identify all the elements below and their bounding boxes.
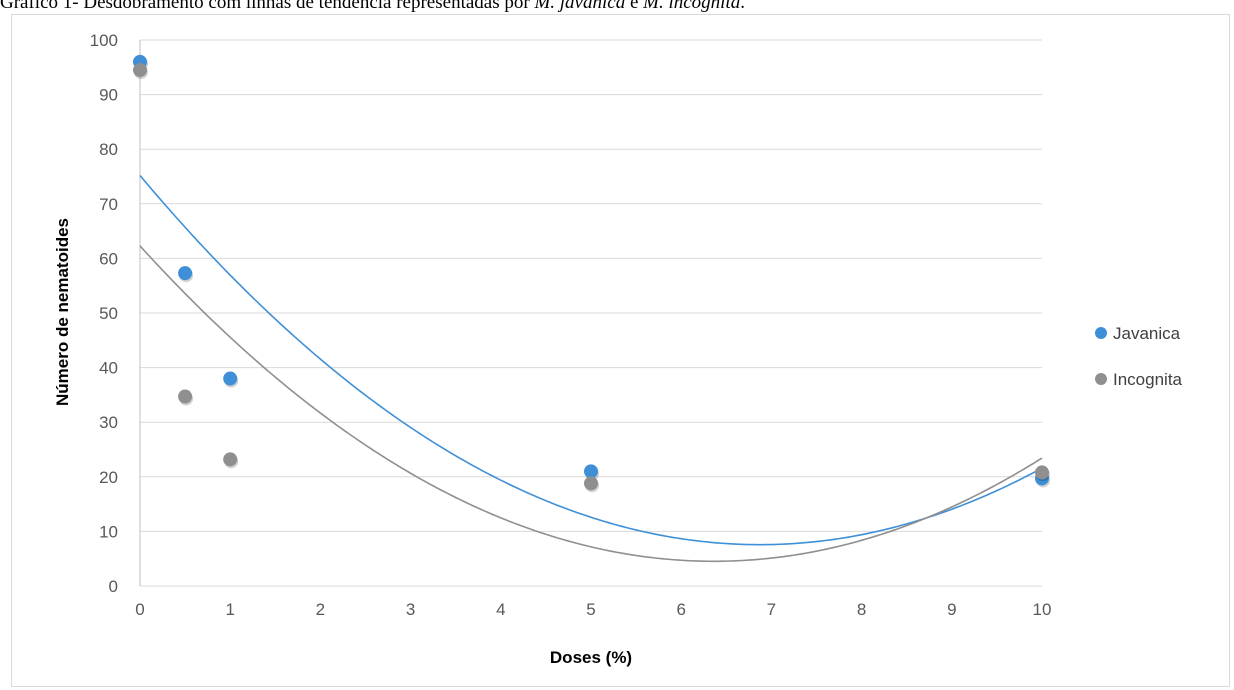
x-tick-label-0: 0 <box>135 600 144 619</box>
figure-caption: Gráfico 1- Desdobramento com linhas de t… <box>0 0 1234 16</box>
point-incognita-4 <box>1035 465 1049 480</box>
chart-frame <box>11 14 1230 687</box>
x-tick-label-7: 7 <box>767 600 776 619</box>
caption-prefix: Gráfico 1- Desdobramento com linhas de t… <box>0 0 535 13</box>
trendline-incognita <box>139 245 1043 563</box>
y-axis-title: Número de nematoides <box>53 218 72 406</box>
y-tick-label-20: 20 <box>99 468 118 487</box>
caption-species-2: M. incognita <box>643 0 741 13</box>
x-tick-label-6: 6 <box>676 600 685 619</box>
gridlines <box>140 39 1042 532</box>
x-tick-label-5: 5 <box>586 600 595 619</box>
legend-label-incognita: Incognita <box>1113 370 1183 389</box>
y-tick-label-50: 50 <box>99 304 118 323</box>
caption-conjunction: e <box>625 0 644 13</box>
point-incognita-0 <box>133 63 147 78</box>
tick-labels: 0 10 20 30 40 50 60 70 80 90 100 0 1 2 3 4 5 6 7 8 9 10 <box>90 31 1052 619</box>
legend: Javanica Incognita <box>1095 324 1183 389</box>
data-points <box>133 54 1050 493</box>
axes <box>139 40 1042 587</box>
point-incognita-1 <box>178 389 193 404</box>
y-tick-label-90: 90 <box>99 86 118 105</box>
point-javanica-2 <box>223 371 238 386</box>
x-tick-label-8: 8 <box>857 600 866 619</box>
point-incognita-3 <box>584 476 598 491</box>
legend-marker-javanica <box>1095 327 1107 339</box>
trendline-javanica <box>139 174 1043 546</box>
y-tick-label-100: 100 <box>90 31 118 50</box>
y-tick-label-0: 0 <box>109 577 118 596</box>
caption-species-1: M. javanica <box>534 0 626 13</box>
x-tick-label-1: 1 <box>225 600 234 619</box>
x-tick-label-2: 2 <box>316 600 325 619</box>
point-incognita-2 <box>223 452 238 467</box>
point-javanica-3 <box>584 464 598 479</box>
y-tick-label-80: 80 <box>99 140 118 159</box>
legend-marker-incognita <box>1095 373 1107 385</box>
legend-label-javanica: Javanica <box>1113 324 1181 343</box>
x-axis-title: Doses (%) <box>550 648 632 667</box>
y-tick-label-30: 30 <box>99 413 118 432</box>
x-tick-label-9: 9 <box>947 600 956 619</box>
y-tick-label-40: 40 <box>99 359 118 378</box>
caption-suffix: . <box>740 0 745 13</box>
point-javanica-1 <box>178 266 193 281</box>
y-tick-label-10: 10 <box>99 522 118 541</box>
y-tick-label-60: 60 <box>99 249 118 268</box>
x-tick-label-3: 3 <box>406 600 415 619</box>
x-tick-label-4: 4 <box>496 600 505 619</box>
x-tick-label-10: 10 <box>1033 600 1052 619</box>
y-tick-label-70: 70 <box>99 195 118 214</box>
trendlines <box>139 174 1043 563</box>
